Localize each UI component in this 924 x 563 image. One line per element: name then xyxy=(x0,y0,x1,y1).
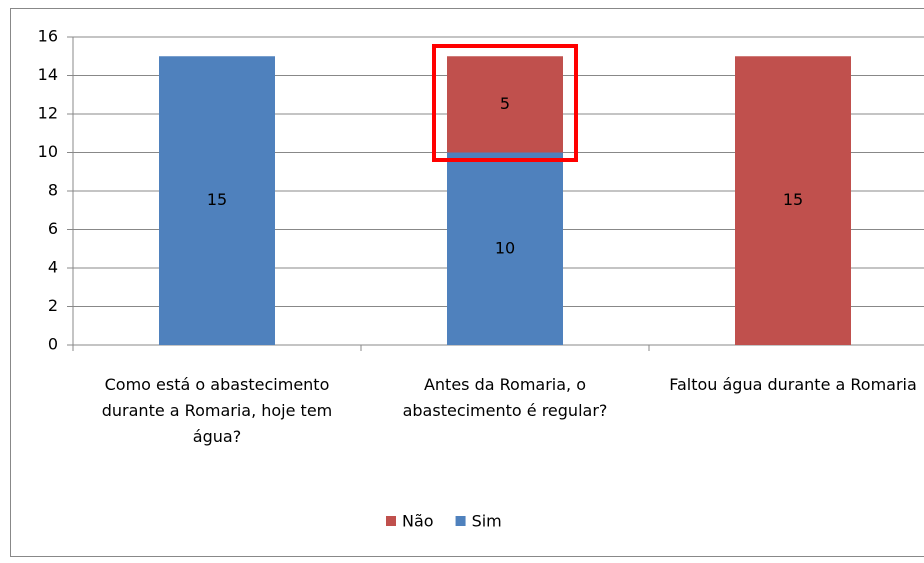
y-tick-label: 12 xyxy=(38,104,58,123)
bar-segment xyxy=(447,56,563,153)
bar-segment xyxy=(735,56,851,345)
legend-swatch xyxy=(455,516,466,526)
y-tick-label: 14 xyxy=(38,65,58,84)
y-tick-label: 2 xyxy=(48,296,58,315)
x-tick-label: Faltou água durante a Romaria xyxy=(669,375,917,394)
legend-label: Sim xyxy=(472,512,502,531)
data-label: 15 xyxy=(207,190,227,209)
y-tick-label: 4 xyxy=(48,258,58,277)
y-tick-label: 16 xyxy=(38,27,58,46)
data-label: 10 xyxy=(495,238,515,257)
data-label: 5 xyxy=(500,94,510,113)
bar-segment xyxy=(447,152,563,345)
data-label: 15 xyxy=(783,190,803,209)
bar-segment xyxy=(159,56,275,345)
highlight-box xyxy=(432,44,578,162)
x-tick-label: Como está o abastecimento durante a Roma… xyxy=(101,375,333,446)
legend-label: Não xyxy=(402,512,434,531)
x-tick-label: Antes da Romaria, o abastecimento é regu… xyxy=(402,375,608,420)
y-tick-label: 6 xyxy=(48,219,58,238)
chart-border xyxy=(10,8,924,557)
y-tick-label: 10 xyxy=(38,142,58,161)
legend-swatch xyxy=(386,516,396,526)
y-tick-label: 0 xyxy=(48,335,58,354)
y-tick-label: 8 xyxy=(48,181,58,200)
